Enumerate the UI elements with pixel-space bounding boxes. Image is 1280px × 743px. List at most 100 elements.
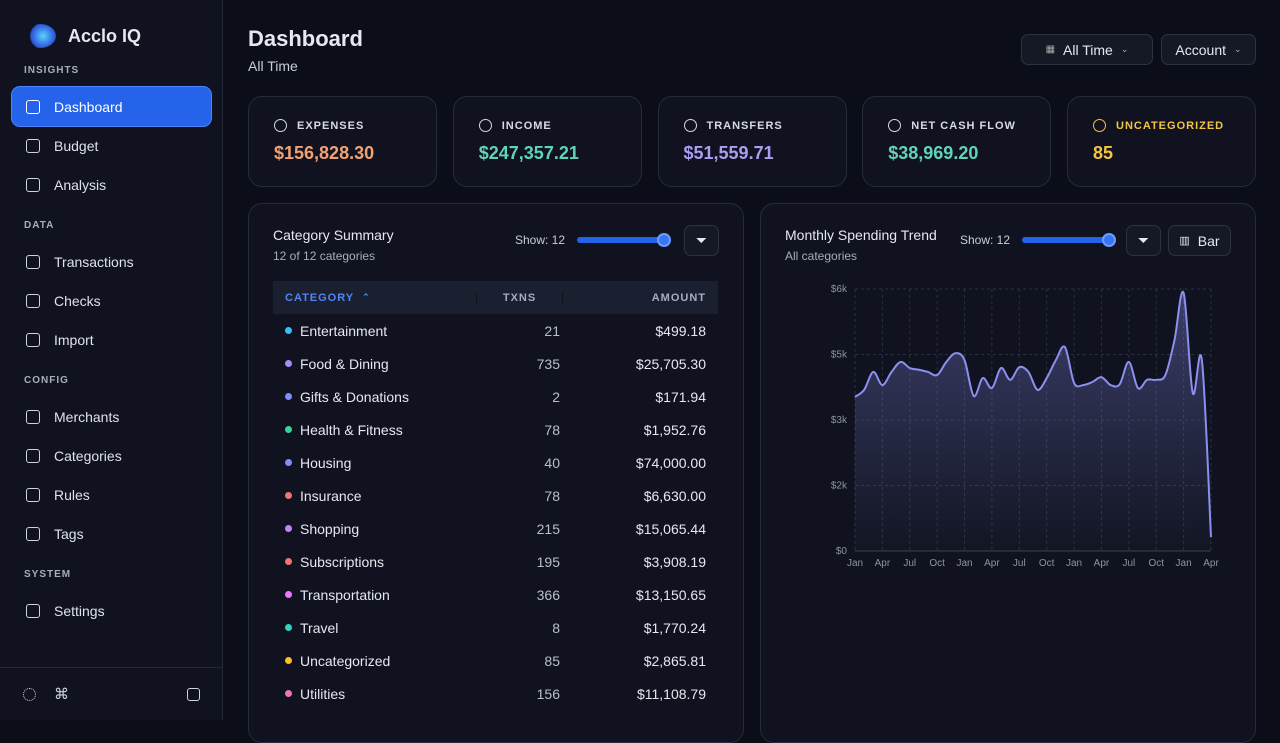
- collapse-button[interactable]: [187, 688, 200, 701]
- x-tick-label: Apr: [875, 558, 891, 569]
- category-name: Housing: [300, 454, 352, 471]
- table-row[interactable]: Travel 8 $1,770.24: [273, 611, 718, 644]
- txns-cell: 8: [552, 619, 560, 636]
- nav-section-title: INSIGHTS: [24, 65, 80, 76]
- table-row[interactable]: Uncategorized 85 $2,865.81: [273, 644, 718, 677]
- txns-cell: 366: [536, 586, 560, 603]
- x-tick-label: Jan: [1066, 558, 1082, 569]
- nav-label: Analysis: [54, 176, 107, 193]
- stat-card: NET CASH FLOW $38,969.20: [862, 96, 1052, 187]
- filter-button[interactable]: ⏷: [1126, 225, 1161, 256]
- table-row[interactable]: Health & Fitness 78 $1,952.76: [273, 413, 718, 446]
- nav-item[interactable]: Budget: [12, 126, 211, 165]
- show-slider[interactable]: [577, 237, 667, 243]
- table-row[interactable]: Transportation 366 $13,150.65: [273, 578, 718, 611]
- slider-knob[interactable]: [657, 233, 671, 247]
- nav-item[interactable]: Import: [12, 320, 211, 359]
- txns-cell: 2: [552, 388, 560, 405]
- amount-cell: $171.94: [655, 388, 706, 405]
- category-name: Uncategorized: [300, 652, 391, 669]
- table-row[interactable]: Utilities 156 $11,108.79: [273, 677, 718, 710]
- table-row[interactable]: Entertainment 21 $499.18: [273, 314, 718, 347]
- logo: [24, 24, 56, 48]
- column-header[interactable]: TXNS: [476, 291, 563, 304]
- category-cell: Utilities: [273, 686, 480, 702]
- y-tick-label: $5k: [831, 350, 848, 361]
- table-row[interactable]: Shopping 215 $15,065.44: [273, 512, 718, 545]
- column-header[interactable]: AMOUNT: [563, 292, 718, 304]
- show-slider[interactable]: [1022, 237, 1112, 243]
- y-tick-label: $2k: [831, 481, 848, 492]
- panel-title: Monthly Spending Trend: [785, 227, 937, 243]
- category-name: Insurance: [300, 487, 362, 504]
- table-row[interactable]: Subscriptions 195 $3,908.19: [273, 545, 718, 578]
- txns-cell: 40: [544, 454, 560, 471]
- category-cell: Shopping: [273, 521, 480, 537]
- category-cell: Transportation: [273, 587, 480, 603]
- chart-type-toggle[interactable]: ▥ Bar: [1168, 225, 1231, 256]
- nav-icon: [26, 138, 40, 153]
- nav-item[interactable]: Merchants: [12, 397, 211, 436]
- stat-label: UNCATEGORIZED: [1116, 119, 1225, 132]
- nav-label: Settings: [54, 602, 105, 619]
- table-row[interactable]: Food & Dining 735 $25,705.30: [273, 347, 718, 380]
- category-cell: Subscriptions: [273, 554, 480, 570]
- nav-label: Import: [54, 331, 94, 348]
- table-row[interactable]: Insurance 78 $6,630.00: [273, 479, 718, 512]
- category-name: Food & Dining: [300, 355, 389, 372]
- txns-cell: 195: [536, 553, 560, 570]
- nav-section-title: DATA: [24, 220, 55, 231]
- date-filter-label: All Time: [1063, 41, 1113, 58]
- table-row[interactable]: Gifts & Donations 2 $171.94: [273, 380, 718, 413]
- panel-title: Category Summary: [273, 227, 394, 243]
- category-table: CATEGORY ⌃ TXNS AMOUNT Entertainment 21 $499.1…: [273, 281, 718, 710]
- txns-cell: 735: [536, 355, 560, 372]
- nav-items: Settings: [0, 591, 223, 630]
- nav-item[interactable]: Rules: [12, 475, 211, 514]
- theme-toggle[interactable]: [23, 688, 36, 701]
- column-header[interactable]: CATEGORY ⌃: [273, 292, 476, 304]
- nav-item[interactable]: Checks: [12, 281, 211, 320]
- account-filter[interactable]: Account ⌄: [1161, 34, 1256, 65]
- x-tick-label: Apr: [984, 558, 1000, 569]
- nav-section: SYSTEM Settings: [0, 553, 223, 630]
- page-title: Dashboard: [248, 26, 363, 51]
- category-dot: [285, 360, 292, 367]
- stat-label-row: TRANSFERS: [683, 119, 783, 132]
- amount-cell: $74,000.00: [635, 454, 706, 471]
- brand[interactable]: Acclo IQ: [24, 24, 141, 48]
- amount-cell: $2,865.81: [643, 652, 706, 669]
- category-name: Health & Fitness: [300, 421, 403, 438]
- command-button[interactable]: ⌘: [54, 686, 69, 703]
- amount-cell: $499.18: [655, 322, 706, 339]
- nav-section-title: SYSTEM: [24, 569, 72, 580]
- stat-label-row: UNCATEGORIZED: [1093, 119, 1224, 132]
- nav-item[interactable]: Categories: [12, 436, 211, 475]
- nav-item[interactable]: Settings: [12, 591, 211, 630]
- filter-button[interactable]: ⏷: [684, 225, 719, 256]
- date-filter[interactable]: ▦ All Time ⌄: [1021, 34, 1153, 65]
- category-dot: [285, 690, 292, 697]
- column-label: CATEGORY: [285, 291, 355, 304]
- stat-icon: [683, 119, 697, 132]
- slider-knob[interactable]: [1102, 233, 1116, 247]
- category-dot: [285, 525, 292, 532]
- stat-value: $51,559.71: [683, 143, 774, 163]
- nav-item[interactable]: Transactions: [12, 242, 211, 281]
- nav-label: Dashboard: [54, 98, 123, 115]
- nav-items: Transactions Checks Import: [0, 242, 223, 359]
- stat-card: INCOME $247,357.21: [452, 96, 642, 187]
- nav-item[interactable]: Analysis: [12, 165, 211, 204]
- nav: INSIGHTS Dashboard Budget Analysis DATA Trans…: [0, 49, 223, 630]
- x-tick-label: Oct: [929, 558, 945, 569]
- nav-label: Categories: [54, 447, 122, 464]
- nav-item[interactable]: Tags: [12, 514, 211, 553]
- category-cell: Health & Fitness: [273, 422, 480, 438]
- nav-label: Merchants: [54, 408, 120, 425]
- nav-section: CONFIG Merchants Categories Rules Tags: [0, 359, 223, 553]
- table-row[interactable]: Housing 40 $74,000.00: [273, 446, 718, 479]
- y-tick-label: $0: [836, 546, 848, 557]
- amount-cell: $1,770.24: [643, 619, 706, 636]
- nav-item[interactable]: Dashboard: [12, 87, 211, 126]
